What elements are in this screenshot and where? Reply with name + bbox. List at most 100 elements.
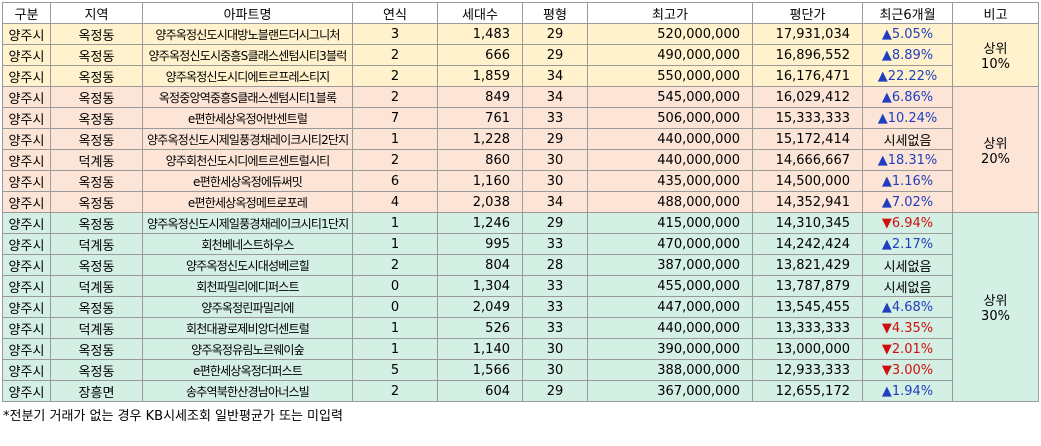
table-cell: 덕계동 xyxy=(50,149,143,171)
table-row: 양주시 옥정동 양주옥정신도시중흥S클래스센텀시티3블럭 2 666 29 490,000,… xyxy=(2,44,1039,66)
table-row: 양주시 옥정동 e편한세상옥정메트로포레 4 2,038 34 488,000,000 14,… xyxy=(2,191,1039,213)
table-cell: 2 xyxy=(352,254,438,276)
table-cell: 양주시 xyxy=(2,233,51,255)
table-cell: 440,000,000 xyxy=(587,149,753,171)
table-cell: 30 xyxy=(522,338,588,360)
price-table: 구분 지역 아파트명 연식 세대수 평형 최고가 평단가 최근6개월 비고 양주시 옥정동 양주옥정신… xyxy=(2,2,1039,402)
table-cell: 415,000,000 xyxy=(587,212,753,234)
table-cell: 1,140 xyxy=(437,338,523,360)
table-cell: 양주옥정신도시제일풍경채레이크시티2단지 xyxy=(142,128,353,150)
table-cell: 16,029,412 xyxy=(752,86,863,108)
table-cell: 17,931,034 xyxy=(752,23,863,45)
table-cell: e편한세상옥정메트로포레 xyxy=(142,191,353,213)
table-cell: 옥정동 xyxy=(50,107,143,129)
table-cell: ▲22.22% xyxy=(862,65,953,87)
table-cell: ▲7.02% xyxy=(862,191,953,213)
table-body: 양주시 옥정동 양주옥정신도시대방노블랜드더시그니처 3 1,483 29 520,000,… xyxy=(2,23,1039,402)
table-cell: 2 xyxy=(352,65,438,87)
table-cell: 양주시 xyxy=(2,338,51,360)
table-cell: 1,859 xyxy=(437,65,523,87)
table-cell: 양주시 xyxy=(2,380,51,402)
table-cell: 14,500,000 xyxy=(752,170,863,192)
table-cell: ▲6.86% xyxy=(862,86,953,108)
table-cell: ▲2.17% xyxy=(862,233,953,255)
table-cell: 옥정동 xyxy=(50,44,143,66)
table-cell: 양주시 xyxy=(2,191,51,213)
table-cell: 양주시 xyxy=(2,254,51,276)
header-row: 구분 지역 아파트명 연식 세대수 평형 최고가 평단가 최근6개월 비고 xyxy=(2,2,1039,24)
table-cell: 옥정동 xyxy=(50,191,143,213)
table-cell: ▼3.00% xyxy=(862,359,953,381)
table-cell: e편한세상옥정더퍼스트 xyxy=(142,359,353,381)
table-cell: 7 xyxy=(352,107,438,129)
table-cell: 1 xyxy=(352,233,438,255)
table-cell: 388,000,000 xyxy=(587,359,753,381)
table-cell: 회천파밀리에디퍼스트 xyxy=(142,275,353,297)
table-cell: 447,000,000 xyxy=(587,296,753,318)
group-label: 상위 xyxy=(983,294,1008,309)
table-cell: 3 xyxy=(352,23,438,45)
table-cell: 옥정동 xyxy=(50,170,143,192)
table-cell: 13,787,879 xyxy=(752,275,863,297)
table-cell: 양주시 xyxy=(2,317,51,339)
header-cell: 최고가 xyxy=(587,2,753,24)
table-cell: 시세없음 xyxy=(862,275,953,297)
table-cell: 옥정동 xyxy=(50,65,143,87)
table-cell: 28 xyxy=(522,254,588,276)
table-cell: 회천베네스트하우스 xyxy=(142,233,353,255)
table-cell: 440,000,000 xyxy=(587,128,753,150)
group-cell: 상위 30% xyxy=(952,212,1039,402)
table-cell: 2 xyxy=(352,44,438,66)
header-cell: 아파트명 xyxy=(142,2,353,24)
table-cell: 옥정중앙역중흥S클래스센텀시티1블록 xyxy=(142,86,353,108)
table-cell: 양주옥정유림노르웨이숲 xyxy=(142,338,353,360)
table-cell: ▲1.94% xyxy=(862,380,953,402)
group-label: 10% xyxy=(981,57,1010,72)
table-row: 양주시 옥정동 e편한세상옥정어반센트럴 7 761 33 506,000,000 15,33… xyxy=(2,107,1039,129)
table-cell: 470,000,000 xyxy=(587,233,753,255)
table-cell: 2 xyxy=(352,380,438,402)
table-cell: 0 xyxy=(352,275,438,297)
table-cell: 13,333,333 xyxy=(752,317,863,339)
table-cell: 520,000,000 xyxy=(587,23,753,45)
table-cell: 시세없음 xyxy=(862,128,953,150)
table-cell: 34 xyxy=(522,191,588,213)
table-row: 양주시 덕계동 회천파밀리에디퍼스트 0 1,304 33 455,000,000 13,78… xyxy=(2,275,1039,297)
table-cell: ▲1.16% xyxy=(862,170,953,192)
table-cell: 6 xyxy=(352,170,438,192)
group-cell: 상위 10% xyxy=(952,23,1039,87)
table-row: 양주시 덕계동 양주회천신도시디에트르센트럴시티 2 860 30 440,000,000 1… xyxy=(2,149,1039,171)
table-cell: 옥정동 xyxy=(50,212,143,234)
header-cell: 세대수 xyxy=(437,2,523,24)
table-cell: 16,176,471 xyxy=(752,65,863,87)
table-cell: 455,000,000 xyxy=(587,275,753,297)
table-cell: 양주시 xyxy=(2,212,51,234)
table-cell: 33 xyxy=(522,233,588,255)
footnote: *전분기 거래가 없는 경우 KB시세조회 일반평균가 또는 미입력 xyxy=(3,409,343,424)
table-cell: 양주옥정린파밀리에 xyxy=(142,296,353,318)
table-row: 양주시 옥정동 양주옥정신도시대성베르힐 2 804 28 387,000,000 13,82… xyxy=(2,254,1039,276)
table-cell: ▲18.31% xyxy=(862,149,953,171)
table-cell: 옥정동 xyxy=(50,254,143,276)
table-cell: 옥정동 xyxy=(50,128,143,150)
table-cell: 양주옥정신도시디에트르프레스티지 xyxy=(142,65,353,87)
table-cell: 12,933,333 xyxy=(752,359,863,381)
table-cell: 34 xyxy=(522,86,588,108)
table-cell: ▼6.94% xyxy=(862,212,953,234)
table-cell: 양주옥정신도시중흥S클래스센텀시티3블럭 xyxy=(142,44,353,66)
header-cell: 평형 xyxy=(522,2,588,24)
table-cell: 15,172,414 xyxy=(752,128,863,150)
table-cell: 양주시 xyxy=(2,275,51,297)
header-cell: 지역 xyxy=(50,2,143,24)
table-cell: 526 xyxy=(437,317,523,339)
table-cell: 회천대광로제비앙더센트럴 xyxy=(142,317,353,339)
table-cell: 33 xyxy=(522,275,588,297)
table-cell: 양주시 xyxy=(2,65,51,87)
table-cell: 849 xyxy=(437,86,523,108)
table-cell: 1 xyxy=(352,128,438,150)
table-cell: 옥정동 xyxy=(50,338,143,360)
header-cell: 최근6개월 xyxy=(862,2,953,24)
table-row: 양주시 덕계동 회천베네스트하우스 1 995 33 470,000,000 14,242,4… xyxy=(2,233,1039,255)
table-cell: 367,000,000 xyxy=(587,380,753,402)
table-cell: 13,821,429 xyxy=(752,254,863,276)
